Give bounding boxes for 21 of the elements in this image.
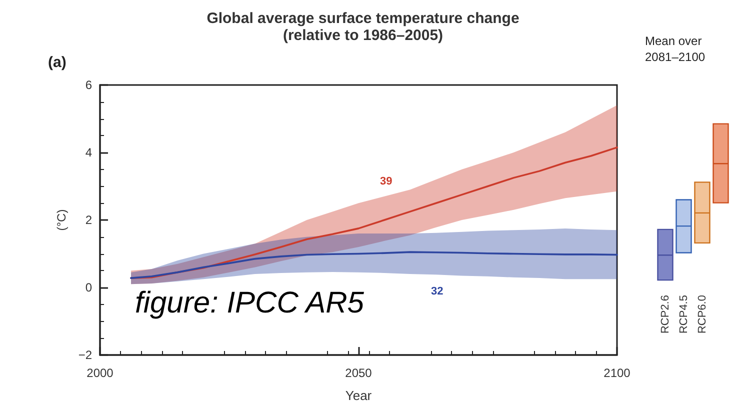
x-tick-label: 2000 (86, 366, 114, 380)
x-tick-label: RCP6.0 (696, 295, 708, 334)
y-tick-label: 6 (85, 78, 92, 92)
x-tick-label: RCP4.5 (678, 295, 690, 334)
annotation: 32 (431, 286, 444, 298)
y-tick-label: 2 (85, 213, 92, 227)
y-tick-label: 0 (85, 280, 92, 294)
y-tick-label: 4 (85, 146, 92, 160)
x-tick-label: 2100 (604, 366, 631, 380)
chart-title: Mean over 2081–2100 (645, 34, 706, 64)
x-axis-title: Year (345, 388, 372, 403)
line-series (130, 251, 618, 279)
annotation: figure: IPCC AR5 (135, 286, 364, 320)
text: (a) (48, 54, 66, 71)
y-axis-title: (°C) (54, 209, 68, 231)
chart-subtitle: (relative to 1986–2005) (282, 27, 444, 44)
chart-title: Global average surface temperature change (206, 10, 520, 27)
y-tick-label: −2 (78, 348, 92, 362)
x-tick-label: RCP2.6 (659, 295, 672, 334)
x-tick-label: 2050 (345, 366, 372, 380)
annotation: 39 (380, 176, 392, 188)
